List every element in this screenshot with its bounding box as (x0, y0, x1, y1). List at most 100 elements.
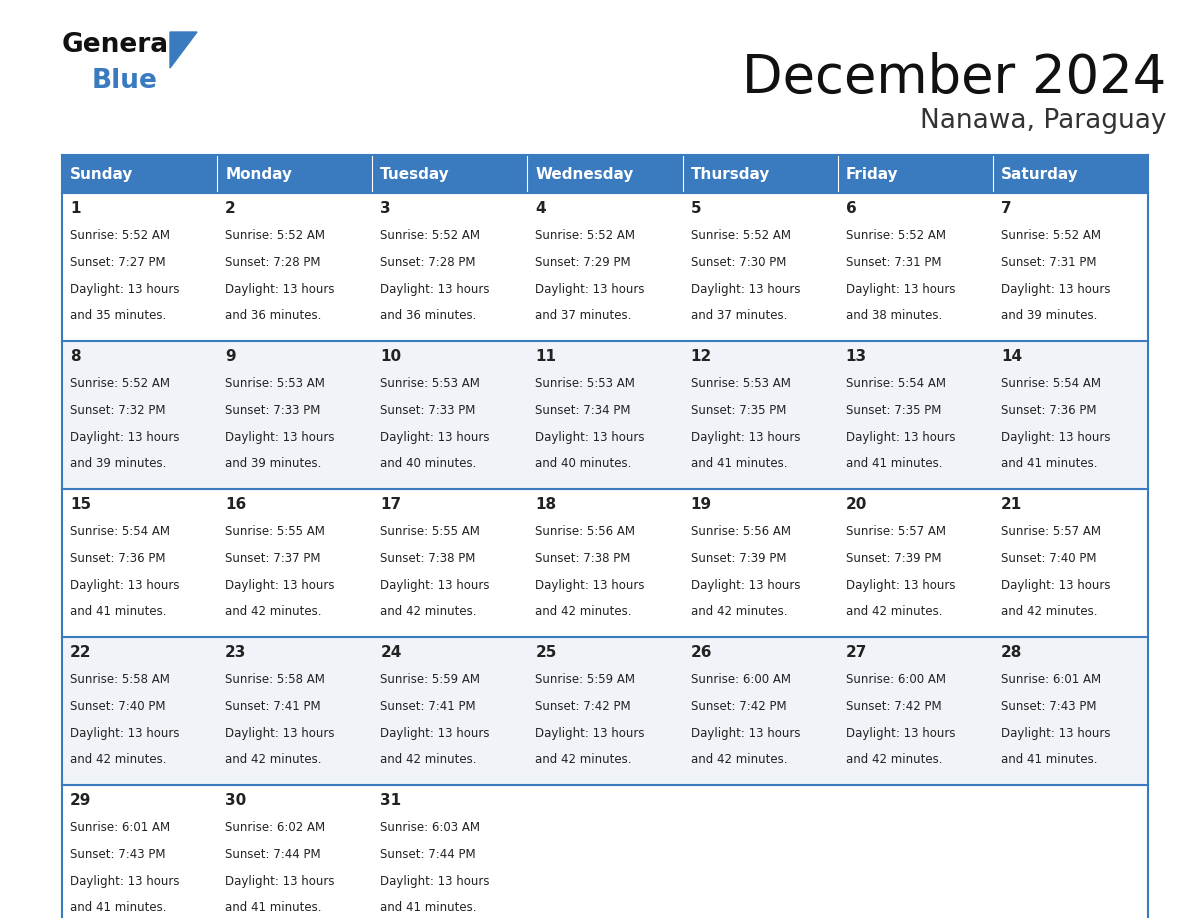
Bar (372, 785, 527, 918)
Text: Sunset: 7:42 PM: Sunset: 7:42 PM (846, 700, 941, 713)
Bar (838, 489, 993, 637)
Text: 21: 21 (1000, 497, 1022, 512)
Text: Sunrise: 5:53 AM: Sunrise: 5:53 AM (226, 377, 326, 390)
Text: Monday: Monday (226, 166, 292, 182)
Text: 17: 17 (380, 497, 402, 512)
Text: Sunset: 7:28 PM: Sunset: 7:28 PM (380, 256, 475, 269)
Bar (62, 785, 217, 918)
Text: Sunset: 7:30 PM: Sunset: 7:30 PM (690, 256, 786, 269)
Bar (372, 193, 527, 341)
Bar (993, 341, 1148, 489)
Bar (217, 637, 372, 785)
Bar (372, 489, 527, 637)
Text: Sunrise: 6:00 AM: Sunrise: 6:00 AM (690, 673, 790, 686)
Text: 12: 12 (690, 349, 712, 364)
Text: Tuesday: Tuesday (380, 166, 450, 182)
Text: Sunset: 7:42 PM: Sunset: 7:42 PM (536, 700, 631, 713)
Bar (683, 193, 838, 341)
Text: and 42 minutes.: and 42 minutes. (846, 754, 942, 767)
Bar (372, 341, 527, 489)
Text: Sunrise: 5:53 AM: Sunrise: 5:53 AM (380, 377, 480, 390)
Text: December 2024: December 2024 (742, 52, 1167, 104)
Text: Sunrise: 5:54 AM: Sunrise: 5:54 AM (1000, 377, 1101, 390)
Text: 5: 5 (690, 201, 701, 216)
Bar (372, 155, 527, 193)
Text: Sunday: Sunday (70, 166, 133, 182)
Text: Sunset: 7:44 PM: Sunset: 7:44 PM (380, 848, 476, 861)
Bar (217, 193, 372, 341)
Text: Sunset: 7:35 PM: Sunset: 7:35 PM (846, 404, 941, 417)
Text: 30: 30 (226, 793, 246, 808)
Text: Sunset: 7:34 PM: Sunset: 7:34 PM (536, 404, 631, 417)
Bar (683, 341, 838, 489)
Text: Sunrise: 5:52 AM: Sunrise: 5:52 AM (1000, 230, 1101, 242)
Text: Sunrise: 5:52 AM: Sunrise: 5:52 AM (536, 230, 636, 242)
Text: 23: 23 (226, 645, 247, 660)
Text: 13: 13 (846, 349, 867, 364)
Bar (993, 637, 1148, 785)
Bar (62, 489, 217, 637)
Bar (527, 193, 683, 341)
Text: 25: 25 (536, 645, 557, 660)
Bar (683, 155, 838, 193)
Text: and 39 minutes.: and 39 minutes. (226, 457, 322, 470)
Text: Sunrise: 5:52 AM: Sunrise: 5:52 AM (380, 230, 480, 242)
Text: 22: 22 (70, 645, 91, 660)
Text: 20: 20 (846, 497, 867, 512)
Bar (838, 341, 993, 489)
Text: Sunrise: 6:01 AM: Sunrise: 6:01 AM (1000, 673, 1101, 686)
Bar (217, 155, 372, 193)
Text: 6: 6 (846, 201, 857, 216)
Bar (62, 155, 217, 193)
Text: Daylight: 13 hours: Daylight: 13 hours (70, 727, 179, 740)
Text: Sunset: 7:40 PM: Sunset: 7:40 PM (1000, 552, 1097, 565)
Text: 1: 1 (70, 201, 81, 216)
Bar (62, 193, 217, 341)
Text: Sunset: 7:31 PM: Sunset: 7:31 PM (846, 256, 941, 269)
Bar (838, 637, 993, 785)
Text: and 37 minutes.: and 37 minutes. (536, 309, 632, 322)
Text: 3: 3 (380, 201, 391, 216)
Bar (683, 489, 838, 637)
Text: Sunset: 7:39 PM: Sunset: 7:39 PM (846, 552, 941, 565)
Text: and 41 minutes.: and 41 minutes. (70, 606, 166, 619)
Bar (993, 193, 1148, 341)
Text: Daylight: 13 hours: Daylight: 13 hours (380, 727, 489, 740)
Text: 16: 16 (226, 497, 246, 512)
Bar (838, 785, 993, 918)
Bar (62, 637, 217, 785)
Text: and 41 minutes.: and 41 minutes. (690, 457, 788, 470)
Text: Daylight: 13 hours: Daylight: 13 hours (1000, 283, 1111, 296)
Text: Daylight: 13 hours: Daylight: 13 hours (70, 875, 179, 888)
Bar (527, 637, 683, 785)
Text: 7: 7 (1000, 201, 1011, 216)
Text: Sunset: 7:37 PM: Sunset: 7:37 PM (226, 552, 321, 565)
Text: and 42 minutes.: and 42 minutes. (536, 606, 632, 619)
Text: and 41 minutes.: and 41 minutes. (846, 457, 942, 470)
Text: and 41 minutes.: and 41 minutes. (70, 901, 166, 914)
Text: General: General (62, 32, 178, 58)
Text: and 42 minutes.: and 42 minutes. (226, 754, 322, 767)
Bar (217, 341, 372, 489)
Text: 27: 27 (846, 645, 867, 660)
Text: Sunset: 7:29 PM: Sunset: 7:29 PM (536, 256, 631, 269)
Text: Daylight: 13 hours: Daylight: 13 hours (846, 727, 955, 740)
Text: Sunrise: 5:59 AM: Sunrise: 5:59 AM (380, 673, 480, 686)
Text: 24: 24 (380, 645, 402, 660)
Text: and 42 minutes.: and 42 minutes. (536, 754, 632, 767)
Text: Sunset: 7:41 PM: Sunset: 7:41 PM (380, 700, 476, 713)
Text: and 42 minutes.: and 42 minutes. (70, 754, 166, 767)
Text: Daylight: 13 hours: Daylight: 13 hours (846, 283, 955, 296)
Text: 19: 19 (690, 497, 712, 512)
Text: 15: 15 (70, 497, 91, 512)
Text: Sunrise: 5:56 AM: Sunrise: 5:56 AM (536, 525, 636, 538)
Text: Daylight: 13 hours: Daylight: 13 hours (536, 727, 645, 740)
Text: Daylight: 13 hours: Daylight: 13 hours (1000, 578, 1111, 592)
Text: Sunrise: 5:57 AM: Sunrise: 5:57 AM (1000, 525, 1101, 538)
Bar (527, 785, 683, 918)
Text: and 40 minutes.: and 40 minutes. (536, 457, 632, 470)
Text: Sunrise: 6:00 AM: Sunrise: 6:00 AM (846, 673, 946, 686)
Text: Daylight: 13 hours: Daylight: 13 hours (690, 578, 800, 592)
Text: Daylight: 13 hours: Daylight: 13 hours (536, 431, 645, 443)
Text: Daylight: 13 hours: Daylight: 13 hours (226, 875, 335, 888)
